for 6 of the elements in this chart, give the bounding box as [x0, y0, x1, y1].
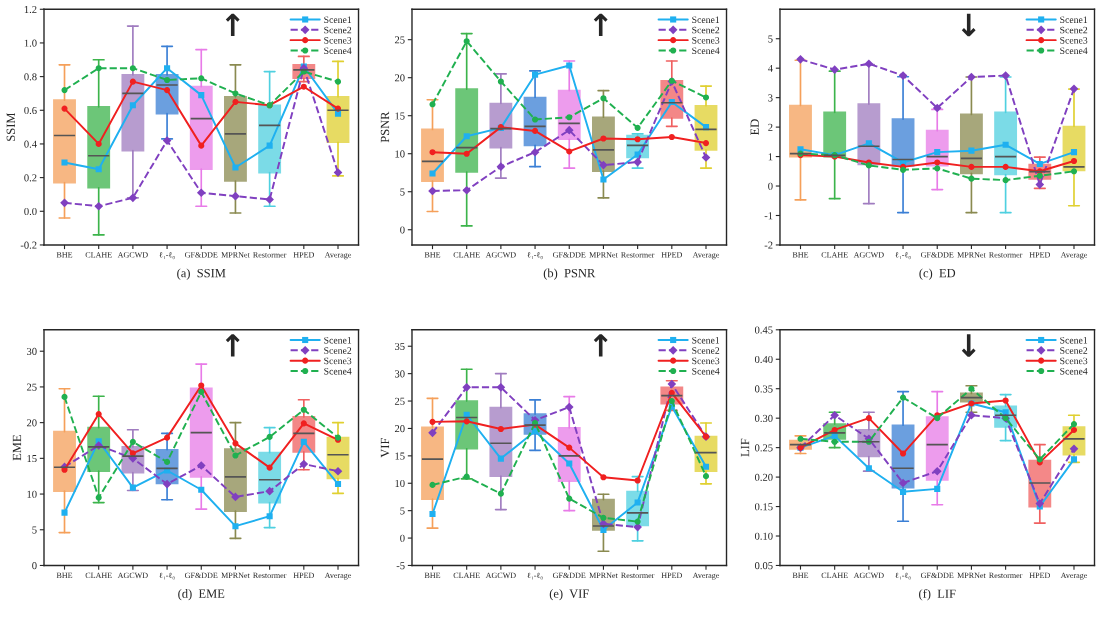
- annotation: ↓: [961, 334, 976, 357]
- annotation: ↑: [225, 13, 240, 37]
- annotation: ↑: [225, 334, 240, 357]
- annotation: ↑: [593, 334, 608, 357]
- annotation: ↑: [593, 13, 608, 37]
- annotation: ↓: [961, 13, 976, 37]
